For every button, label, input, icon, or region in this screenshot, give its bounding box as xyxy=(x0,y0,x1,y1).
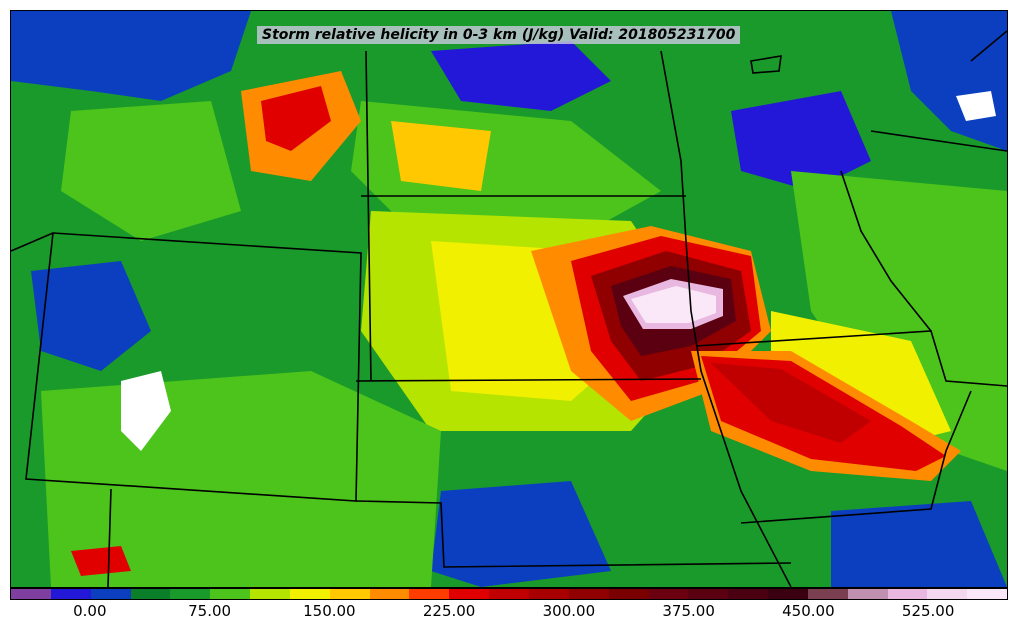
colorbar-tick-label: 375.00 xyxy=(662,602,715,620)
field-darkred-eastband xyxy=(711,363,871,443)
field-layer xyxy=(11,11,1007,587)
boundaries-layer xyxy=(11,30,1007,587)
field-white-central xyxy=(631,286,716,323)
boundary-nebraska-kansas xyxy=(355,378,702,382)
colorbar-labels: 0.00 75.00 150.00 225.00 300.00 375.00 450.00 5… xyxy=(10,602,1008,624)
field-red-southwest xyxy=(71,546,131,576)
colorbar-segment xyxy=(847,589,888,599)
field-white-west xyxy=(121,371,171,451)
colorbar-segment xyxy=(688,589,729,599)
field-low-east xyxy=(731,91,871,191)
colorbar-segment xyxy=(927,589,968,599)
colorbar-segment xyxy=(90,589,131,599)
boundary-oklahoma-kansas xyxy=(355,500,792,568)
colorbar-segment xyxy=(369,589,410,599)
colorbar-segment xyxy=(648,589,689,599)
colorbar-segment xyxy=(967,589,1008,599)
field-yellow-north xyxy=(391,121,491,191)
field-low-south xyxy=(431,481,611,587)
colorbar-segment xyxy=(130,589,171,599)
boundary-iowa xyxy=(695,330,1007,387)
colorbar-tick-label: 300.00 xyxy=(542,602,596,620)
field-mid-northwest xyxy=(61,101,241,241)
boundary-minnesota xyxy=(870,130,1007,152)
colorbar-segment xyxy=(768,589,808,599)
boundary-west-edge xyxy=(11,232,54,252)
colorbar-tick-label: 525.00 xyxy=(901,602,955,620)
colorbar-segment xyxy=(329,589,370,599)
helicity-map xyxy=(11,11,1007,587)
boundary-northeast xyxy=(970,30,1007,62)
boundary-dakotas xyxy=(365,50,372,382)
colorbar-tick-label: 0.00 xyxy=(73,602,107,620)
field-low-northwest xyxy=(11,11,251,101)
field-low-west xyxy=(31,261,151,371)
colorbar-segment xyxy=(887,589,928,599)
colorbar xyxy=(10,588,1008,600)
colorbar-tick-label: 225.00 xyxy=(422,602,476,620)
map-frame: Storm relative helicity in 0-3 km (J/kg)… xyxy=(10,10,1008,588)
colorbar-segment xyxy=(807,589,848,599)
colorbar-tick-label: 75.00 xyxy=(188,602,232,620)
colorbar-segment xyxy=(728,589,769,599)
boundary-oklahoma xyxy=(107,488,112,587)
colorbar-segment xyxy=(449,589,490,599)
colorbar-segment xyxy=(528,589,569,599)
colorbar-segment xyxy=(170,589,211,599)
field-deepred-northwest xyxy=(261,86,331,151)
colorbar-segment xyxy=(608,589,649,599)
field-low-southeast xyxy=(831,501,1007,587)
colorbar-segment xyxy=(289,589,330,599)
colorbar-segment xyxy=(210,589,251,599)
map-title: Storm relative helicity in 0-3 km (J/kg)… xyxy=(257,26,741,44)
boundary-missouri-state xyxy=(740,390,972,524)
boundary-lake xyxy=(750,55,782,74)
field-white-northeast xyxy=(956,91,996,121)
field-mid-east xyxy=(791,171,1007,471)
colorbar-segment xyxy=(50,589,91,599)
colorbar-tick-label: 150.00 xyxy=(303,602,356,620)
colorbar-segment xyxy=(568,589,609,599)
colorbar-segment xyxy=(489,589,529,599)
colorbar-segment xyxy=(250,589,290,599)
colorbar-segment xyxy=(11,589,51,599)
colorbar-segment xyxy=(409,589,450,599)
boundary-missouri-river xyxy=(660,50,792,587)
colorbar-tick-label: 450.00 xyxy=(782,602,835,620)
boundary-wisconsin xyxy=(840,170,932,332)
field-low-north xyxy=(431,41,611,111)
